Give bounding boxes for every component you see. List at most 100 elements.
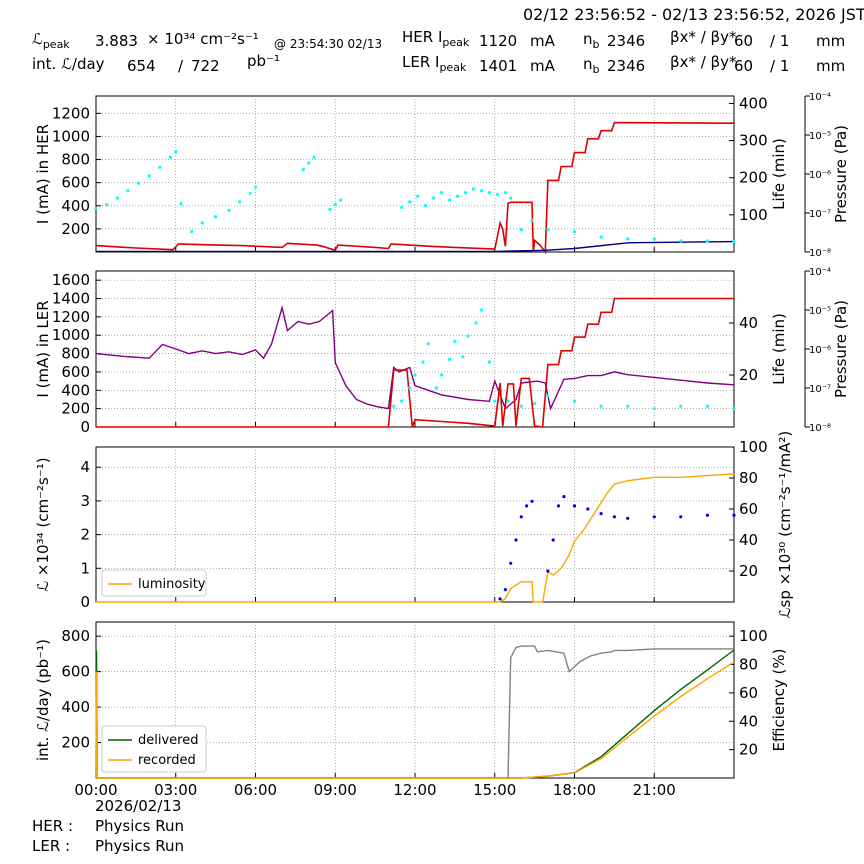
point-specific_lumi-3 (586, 507, 590, 511)
point-life_her-1 (471, 187, 476, 191)
ytick-label-4: 600 (61, 663, 90, 681)
ytick-label-4: 200 (61, 734, 90, 752)
ytick-label-3: 0 (80, 593, 90, 611)
point-specific_lumi-3 (519, 515, 523, 519)
point-specific_lumi-3 (562, 495, 566, 499)
pressure-tick-label-1: 10⁻⁶ (809, 170, 831, 181)
ytick-right-label-4: 100 (739, 627, 768, 645)
point-life_her-1 (495, 192, 499, 196)
ytick-label-2: 600 (61, 363, 90, 381)
pressure-tick-label-2: 10⁻⁸ (809, 423, 831, 434)
point-life_her-1 (679, 239, 683, 243)
series-pressure_her-1 (96, 240, 735, 253)
pressure-label-2: Pressure (Pa) (832, 300, 850, 398)
lpeak-label: ℒ (32, 30, 43, 48)
series-efficiency-4 (507, 645, 734, 779)
ler-beta-label: βx* / βy* (670, 53, 737, 71)
point-specific_lumi-3 (546, 569, 550, 573)
ytick-right-label-1: 300 (739, 132, 768, 150)
point-life_ler-2 (400, 399, 404, 403)
ler-nb-label-group: nb (583, 55, 600, 79)
ytick-right-label-1: 200 (739, 169, 768, 187)
point-life_her-1 (455, 194, 460, 198)
ler-status-label: LER : (32, 837, 71, 855)
xtick-label: 03:00 (154, 781, 197, 799)
point-life_ler-2 (679, 404, 683, 408)
xtick-label: 15:00 (473, 781, 516, 799)
pressure-tick-label-1: 10⁻⁵ (809, 131, 831, 142)
point-life_ler-2 (453, 339, 457, 343)
xtick-label: 06:00 (234, 781, 277, 799)
ylabel-left-2: I (mA) in LER (34, 300, 52, 397)
ytick-label-2: 0 (80, 418, 90, 436)
ytick-right-label-3: 60 (739, 500, 758, 518)
point-life_ler-2 (466, 334, 470, 338)
pressure-tick-label-2: 10⁻⁶ (809, 345, 831, 356)
ytick-label-2: 1000 (52, 326, 90, 344)
ler-current-unit: mA (530, 57, 555, 75)
ytick-label-2: 1400 (52, 290, 90, 308)
point-life_ler-2 (479, 308, 484, 312)
point-specific_lumi-3 (503, 588, 507, 592)
point-specific_lumi-3 (732, 513, 736, 517)
point-life_her-1 (190, 230, 194, 234)
xtick-label: 21:00 (633, 781, 676, 799)
her-nb-label: n (583, 30, 593, 48)
point-life_ler-2 (413, 373, 417, 377)
point-specific_lumi-3 (509, 561, 513, 565)
point-specific_lumi-3 (556, 504, 561, 508)
point-life_her-1 (626, 237, 630, 241)
ytick-label-2: 1600 (52, 271, 90, 289)
ytick-label-3: 1 (80, 559, 90, 577)
ylabel-right-3: ℒsp ×10³⁰ (cm⁻²s⁻¹/mA²) (776, 431, 794, 619)
point-life_her-1 (253, 185, 258, 189)
point-life_her-1 (572, 230, 577, 234)
point-specific_lumi-3 (514, 538, 518, 542)
pressure-tick-label-1: 10⁻⁷ (809, 209, 831, 220)
point-life_her-1 (479, 189, 484, 193)
point-life_her-1 (174, 150, 178, 154)
series-current-1 (95, 121, 735, 255)
point-life_ler-2 (705, 404, 710, 408)
point-life_her-1 (448, 198, 452, 202)
ler-peak-value: 1401 (479, 57, 518, 75)
lpeak-value: 3.883 (95, 32, 138, 50)
ytick-right-label-1: 400 (739, 94, 768, 112)
ler-nb-label: n (583, 55, 593, 73)
footer-date: 2026/02/13 (95, 797, 182, 815)
ytick-label-1: 800 (61, 151, 90, 169)
point-life_ler-2 (652, 407, 656, 411)
xtick-label: 18:00 (553, 781, 596, 799)
xtick-label: 09:00 (314, 781, 357, 799)
ytick-label-2: 1200 (52, 308, 90, 326)
intl-unit: pb⁻¹ (247, 52, 280, 70)
her-peak-value: 1120 (479, 32, 518, 50)
her-peak-label: HER I (402, 28, 443, 46)
ytick-label-4: 800 (61, 627, 90, 645)
point-life_ler-2 (732, 407, 736, 411)
lpeak-time: @ 23:54:30 02/13 (274, 37, 383, 51)
intl-label: int. ℒ/day (32, 55, 105, 73)
point-life_her-1 (136, 181, 141, 185)
her-nb-sub: b (592, 38, 600, 51)
point-life_her-1 (705, 239, 710, 243)
lpeak-label-group: ℒpeak (32, 30, 70, 54)
point-specific_lumi-3 (705, 513, 710, 517)
pressure-tick-label-2: 10⁻⁵ (809, 306, 831, 317)
ler-beta-unit: mm (816, 57, 846, 75)
point-life_her-1 (307, 161, 311, 165)
point-specific_lumi-3 (498, 597, 502, 601)
point-life_her-1 (440, 191, 444, 195)
her-nb-label-group: nb (583, 30, 600, 54)
legend-label-delivered: delivered (138, 733, 198, 748)
point-life_ler-2 (421, 360, 425, 364)
lpeak-sub: peak (42, 38, 70, 51)
point-life_ler-2 (426, 342, 430, 346)
ytick-right-label-2: 20 (739, 366, 758, 384)
ler-peak-label: LER I (402, 53, 440, 71)
ler-beta-x: 60 (734, 57, 754, 75)
her-beta-x: 60 (734, 32, 754, 50)
point-life_her-1 (115, 196, 119, 200)
point-life_her-1 (416, 194, 420, 198)
